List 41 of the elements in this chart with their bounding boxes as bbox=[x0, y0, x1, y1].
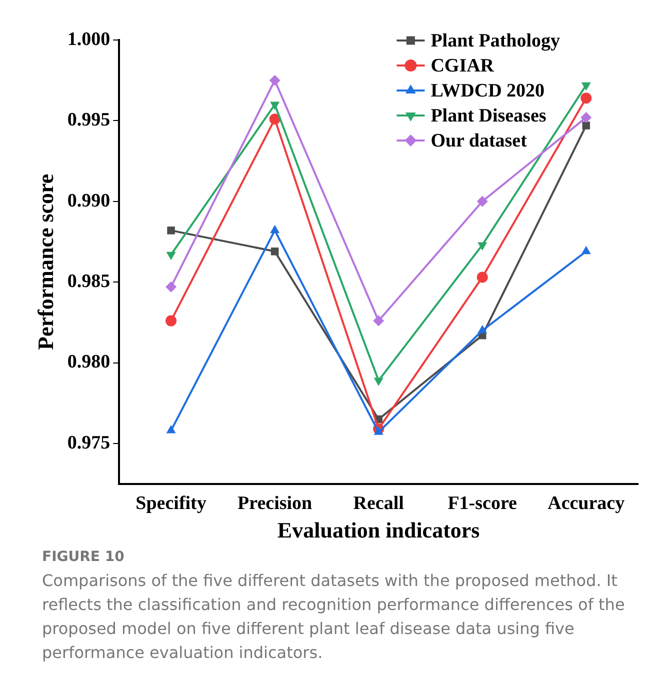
x-tick-label: Recall bbox=[353, 493, 404, 514]
x-tick-label: Precision bbox=[238, 493, 313, 514]
point bbox=[476, 272, 488, 283]
point bbox=[476, 196, 488, 207]
point bbox=[270, 102, 280, 110]
y-tick-label: 1.000 bbox=[67, 28, 110, 50]
point bbox=[373, 315, 384, 326]
point bbox=[478, 324, 488, 334]
legend-label: CGIAR bbox=[430, 55, 494, 76]
point bbox=[374, 426, 384, 435]
point bbox=[166, 315, 177, 326]
point bbox=[582, 122, 590, 130]
point bbox=[478, 242, 488, 250]
point bbox=[166, 281, 177, 292]
y-tick-label: 0.995 bbox=[67, 110, 110, 131]
y-tick-label: 0.980 bbox=[67, 352, 110, 373]
point bbox=[166, 252, 176, 260]
point bbox=[167, 226, 175, 234]
x-tick-label: F1-score bbox=[448, 493, 517, 514]
legend-label: LWDCD 2020 bbox=[430, 80, 545, 102]
point bbox=[270, 224, 280, 234]
text: Comparisons of the five different datasets with the proposed method. It reflects the classification and recognition performance differences of the proposed model on five different plant leaf disease data using five performance evaluation indicators. bbox=[42, 570, 626, 664]
point bbox=[581, 82, 591, 91]
point bbox=[581, 246, 591, 254]
point bbox=[269, 74, 280, 86]
legend-label: Plant Diseases bbox=[430, 105, 546, 126]
legend-label: Plant Pathology bbox=[430, 30, 560, 52]
point bbox=[269, 114, 280, 125]
y-tick-label: 0.990 bbox=[67, 190, 110, 212]
point bbox=[580, 112, 592, 123]
point bbox=[580, 92, 592, 104]
point bbox=[166, 425, 176, 434]
y-axis-title: Performance score bbox=[32, 174, 58, 350]
legend-label: Our dataset bbox=[430, 130, 528, 152]
y-tick-label: 0.975 bbox=[67, 432, 110, 454]
caption: FIGURE 10 bbox=[42, 549, 126, 565]
point bbox=[270, 248, 279, 256]
x-tick-label: Accuracy bbox=[548, 493, 626, 514]
y-tick-label: 0.985 bbox=[67, 270, 110, 292]
x-axis-title: Evaluation indicators bbox=[277, 517, 480, 542]
x-tick-label: Specifity bbox=[136, 493, 207, 514]
